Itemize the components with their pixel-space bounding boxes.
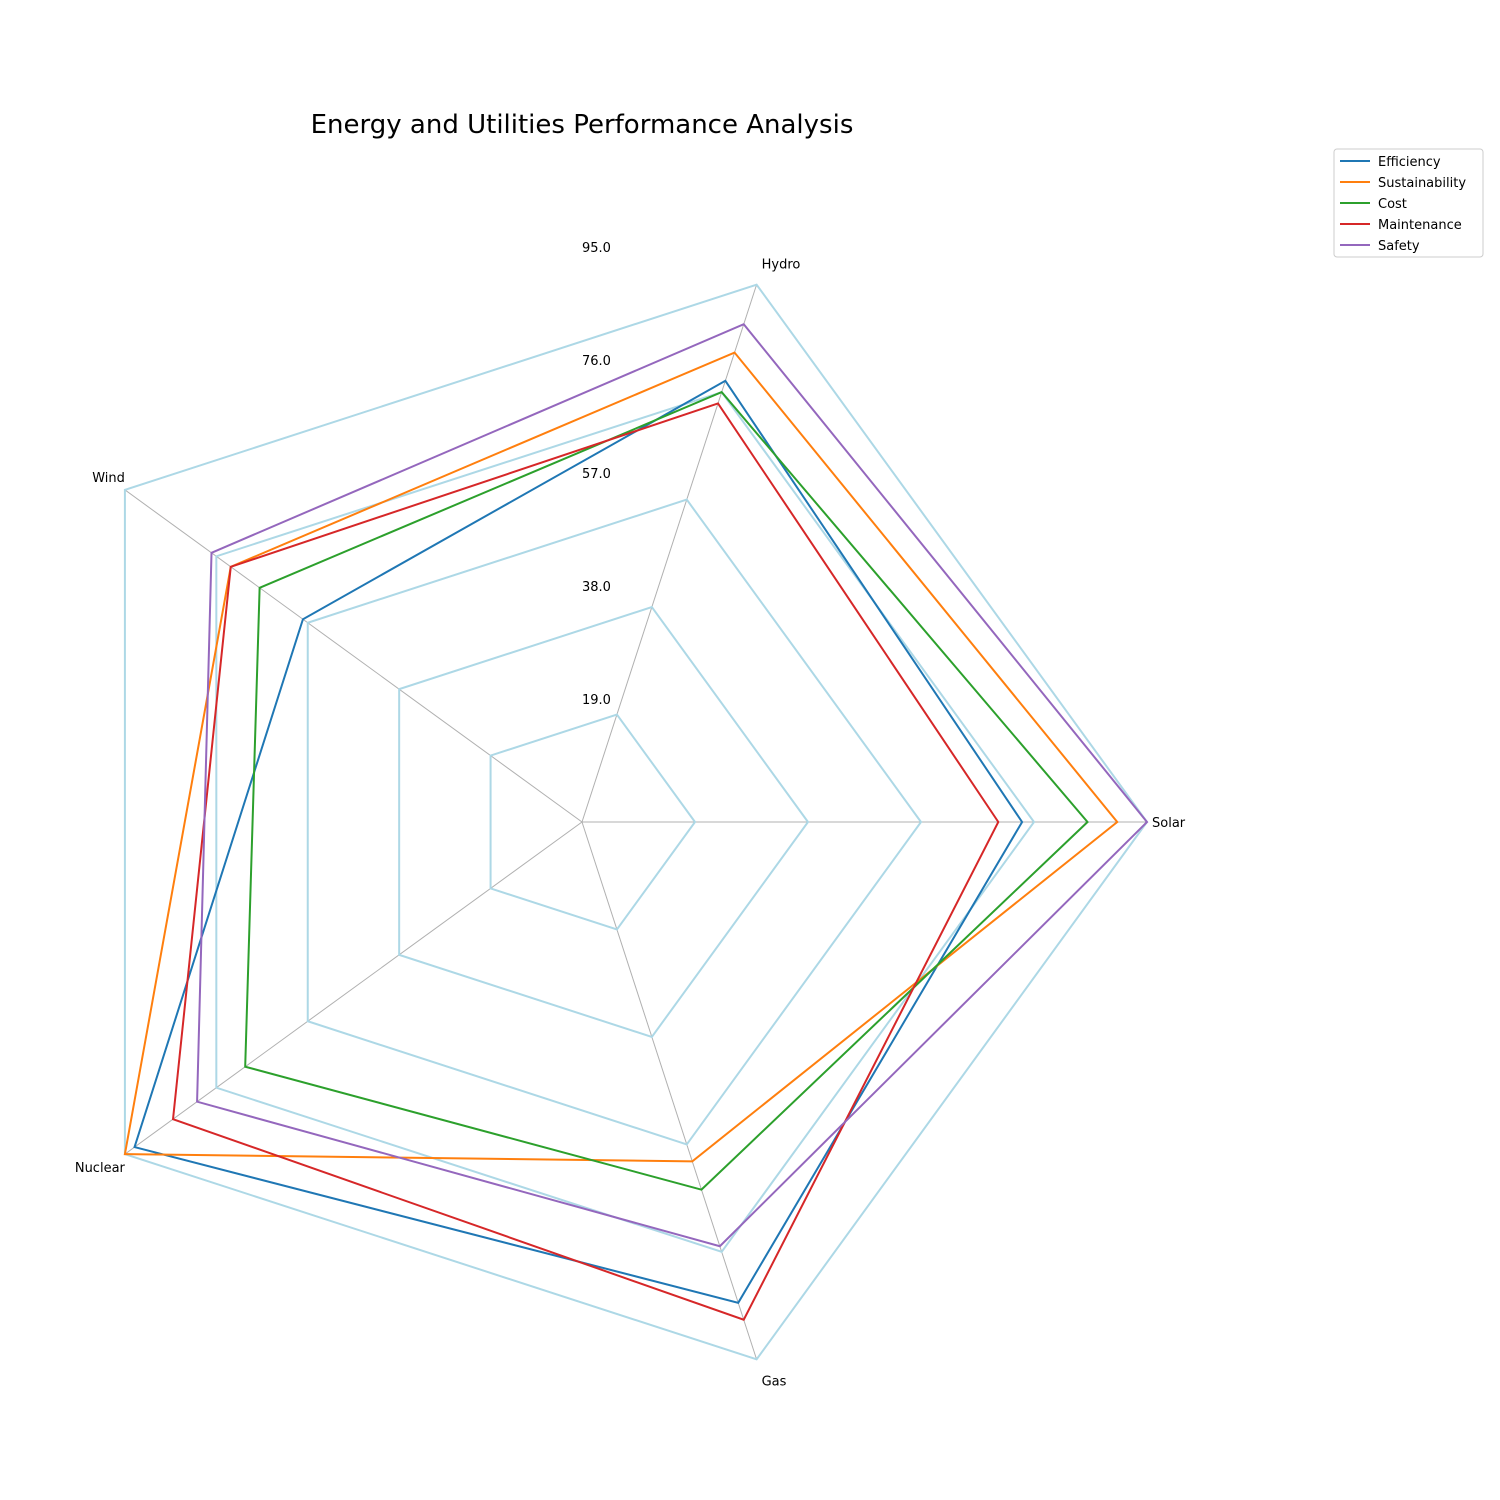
category-label-wind: Wind [92,471,125,486]
category-label-hydro: Hydro [762,258,801,273]
radar-labels: 19.0 38.0 57.0 76.0 95.0 Solar Hydro Wind Nuclea… [75,241,1186,1389]
series-line-cost [244,390,1089,1191]
spoke-hydro [581,284,758,823]
grid-ring-5 [123,283,1149,1361]
radial-tick-label: 38.0 [582,580,611,595]
legend: Efficiency Sustainability Cost Maintenan… [1333,148,1484,258]
spoke-wind [124,489,583,823]
series-line-maintenance [171,402,1000,1321]
grid-ring-1 [489,713,697,931]
category-label-solar: Solar [1152,816,1186,831]
series-line-sustainability [123,351,1119,1163]
grid-ring-4 [215,390,1036,1254]
legend-label-cost: Cost [1378,197,1407,212]
radial-tick-label: 57.0 [582,467,611,482]
category-label-nuclear: Nuclear [75,1161,126,1176]
radar-grid [123,283,1149,1361]
radial-tick-label: 19.0 [582,693,611,708]
grid-ring-3 [306,498,923,1146]
grid-ring-2 [398,605,810,1039]
spoke-nuclear [124,821,583,1155]
legend-label-safety: Safety [1378,239,1420,254]
spoke-gas [581,821,758,1360]
series-line-safety [196,323,1149,1248]
series-line-efficiency [133,379,1024,1304]
legend-box [1333,148,1484,258]
radial-tick-label: 95.0 [582,241,611,256]
legend-label-maintenance: Maintenance [1378,218,1462,233]
legend-label-sustainability: Sustainability [1378,176,1466,191]
category-label-gas: Gas [762,1374,787,1389]
legend-label-efficiency: Efficiency [1378,155,1441,170]
radar-series [123,323,1149,1321]
radial-tick-label: 76.0 [582,354,611,369]
chart-title: Energy and Utilities Performance Analysi… [311,110,854,140]
